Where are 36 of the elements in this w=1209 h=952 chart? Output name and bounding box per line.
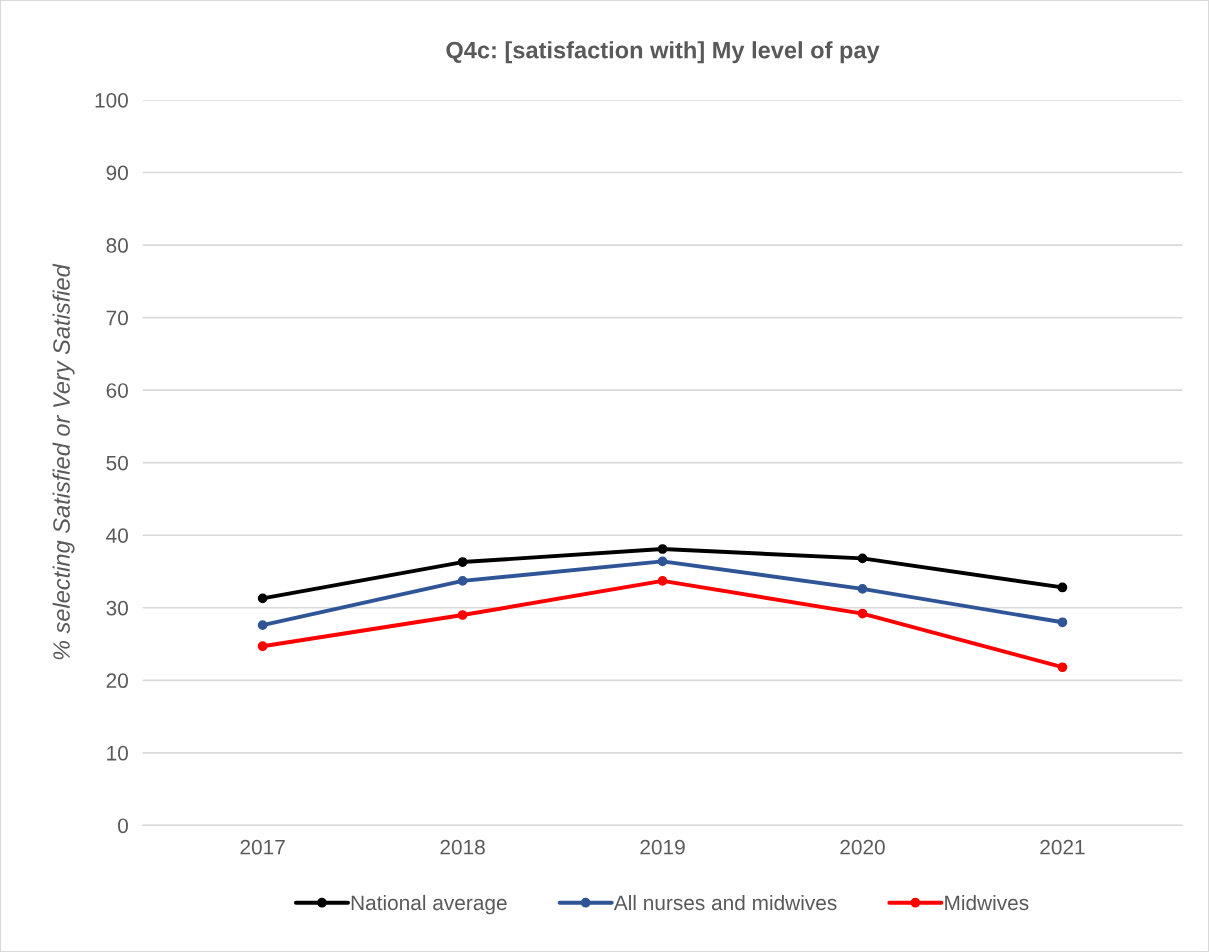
x-tick-label: 2020 xyxy=(840,839,885,855)
x-tick-label: 2019 xyxy=(640,839,685,855)
y-tick-label: 0 xyxy=(118,818,128,834)
y-tick-label: 60 xyxy=(106,383,128,398)
point xyxy=(857,553,868,564)
legend-label: National average xyxy=(351,894,507,915)
x-tick-label: 2017 xyxy=(240,839,285,855)
y-tick-label: 50 xyxy=(106,455,128,471)
point xyxy=(657,544,668,554)
y-tick-label: 100 xyxy=(95,92,128,108)
point xyxy=(1057,582,1068,593)
point xyxy=(1057,617,1068,628)
legend-label: Midwives xyxy=(945,894,1029,911)
legend-label: All nurses and midwives xyxy=(613,894,837,911)
point xyxy=(857,584,868,594)
x-tick-label: 2021 xyxy=(1040,839,1085,855)
point xyxy=(457,557,468,567)
y-tick-label: 20 xyxy=(106,673,128,689)
y-tick-label: 30 xyxy=(106,600,128,616)
point xyxy=(257,593,268,604)
point xyxy=(657,556,668,567)
point xyxy=(1057,662,1068,673)
x-tick-label: 2018 xyxy=(440,839,485,855)
y-tick-label: 80 xyxy=(106,238,128,253)
point xyxy=(257,620,268,631)
y-tick-label: 10 xyxy=(107,745,128,761)
y-tick-label: 90 xyxy=(106,165,128,181)
chart-title: Q4c: [satisfaction with] My level of pay xyxy=(446,41,880,64)
point xyxy=(257,641,268,652)
point xyxy=(457,576,468,586)
point xyxy=(657,576,668,586)
y-axis-title: % selecting Satisfied or Very Satisfied xyxy=(52,263,75,660)
point xyxy=(457,610,468,620)
y-tick-label: 40 xyxy=(106,528,128,543)
point xyxy=(857,608,868,619)
y-tick-label: 70 xyxy=(106,310,128,326)
